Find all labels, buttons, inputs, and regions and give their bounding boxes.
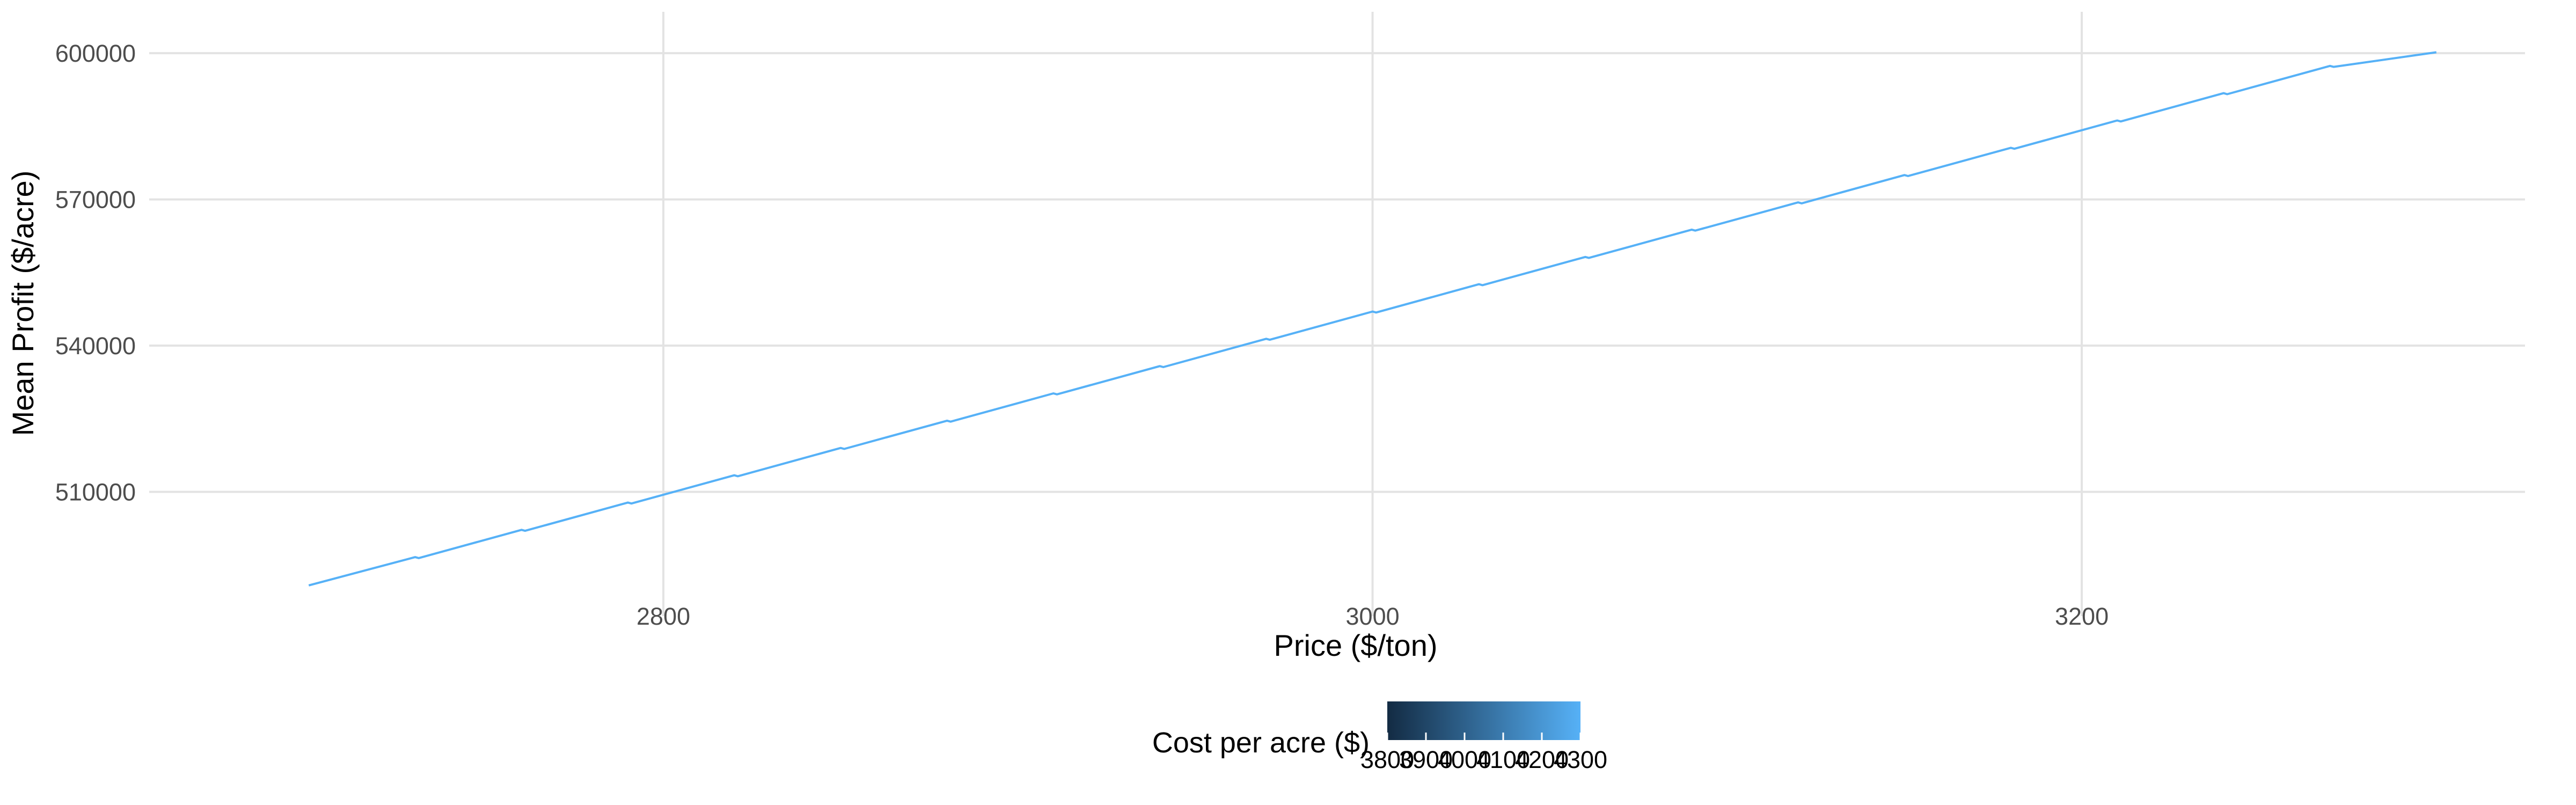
y-axis-title: Mean Profit ($/acre) xyxy=(6,171,40,436)
y-tick-label: 540000 xyxy=(55,332,136,360)
x-tick-labels: 2800 3000 3200 xyxy=(636,603,2109,630)
x-tick-label: 3200 xyxy=(2055,603,2109,630)
legend-tick-label: 3900 xyxy=(1399,746,1453,773)
profit-series-line xyxy=(308,51,2437,587)
y-tick-label: 510000 xyxy=(55,478,136,506)
color-legend: Cost per acre ($) 3800390040004100420043… xyxy=(1152,701,1607,773)
x-tick-label: 3000 xyxy=(1346,603,1400,630)
legend-tick-label: 4100 xyxy=(1476,746,1530,773)
y-tick-label: 600000 xyxy=(55,40,136,67)
legend-colorbar xyxy=(1387,701,1580,740)
legend-ticks xyxy=(1386,733,1582,740)
series-group xyxy=(308,51,2437,587)
legend-tick-label: 4300 xyxy=(1554,746,1607,773)
x-gridlines xyxy=(662,12,2083,616)
x-tick-label: 2800 xyxy=(636,603,690,630)
y-tick-labels: 510000 540000 570000 600000 xyxy=(55,40,136,506)
legend-tick-label: 4200 xyxy=(1515,746,1569,773)
y-tick-label: 570000 xyxy=(55,186,136,214)
x-axis-title: Price ($/ton) xyxy=(1274,628,1438,662)
y-gridlines xyxy=(149,52,2525,493)
plot-panel xyxy=(149,12,2525,616)
legend-tick-label: 4000 xyxy=(1438,746,1491,773)
legend-title: Cost per acre ($) xyxy=(1152,727,1370,759)
legend-tick-label: 3800 xyxy=(1360,746,1414,773)
